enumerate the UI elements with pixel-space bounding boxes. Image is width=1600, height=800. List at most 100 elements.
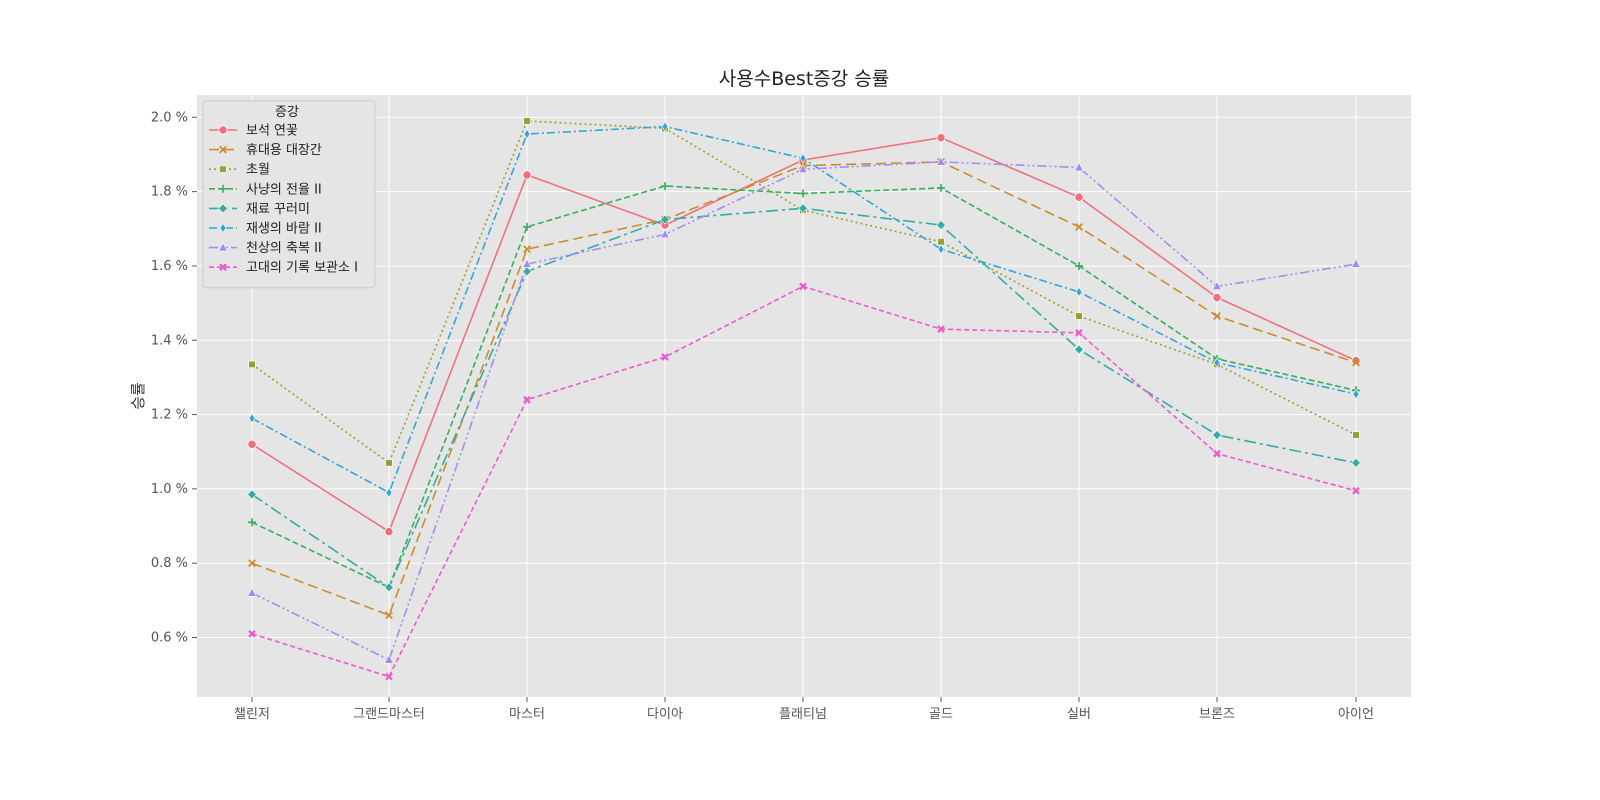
data-point <box>1352 358 1360 367</box>
data-point <box>660 214 670 225</box>
legend-item: 보석 연꽃 <box>209 124 298 139</box>
data-point <box>661 182 669 191</box>
legend-label: 초월 <box>246 163 270 178</box>
data-point <box>248 559 256 568</box>
data-point <box>523 395 531 404</box>
data-point <box>1212 292 1222 303</box>
series-5 <box>248 121 1360 498</box>
data-point <box>1074 344 1084 355</box>
legend-item: 휴대용 대장간 <box>209 143 322 158</box>
data-point <box>799 189 807 198</box>
data-point <box>799 282 807 291</box>
data-point <box>1213 449 1221 458</box>
series-4 <box>247 203 1361 593</box>
data-point <box>1351 258 1361 268</box>
data-point <box>523 222 531 231</box>
data-point <box>1075 312 1083 320</box>
data-point <box>1075 261 1083 270</box>
legend-marker <box>219 263 227 272</box>
data-point <box>248 518 256 527</box>
legend-marker <box>219 165 227 173</box>
data-point <box>937 183 945 192</box>
plot-background <box>197 95 1411 697</box>
data-point <box>1213 312 1221 321</box>
legend-label: 고대의 기록 보관소 I <box>246 261 358 276</box>
data-point <box>1352 431 1360 439</box>
data-point <box>661 121 669 132</box>
y-tick-label: 1.8 % <box>151 185 188 200</box>
data-point <box>1351 457 1361 468</box>
y-axis-label: 승률 <box>129 382 147 410</box>
series-6 <box>247 156 1361 664</box>
legend-marker <box>218 203 228 214</box>
y-tick-label: 1.4 % <box>151 333 188 348</box>
data-point <box>385 459 393 467</box>
x-tick-label: 골드 <box>929 707 953 722</box>
x-tick-label: 실버 <box>1067 707 1091 722</box>
data-point <box>384 582 394 593</box>
legend-item: 재생의 바람 II <box>209 222 322 237</box>
data-point <box>522 266 532 277</box>
data-point <box>248 413 256 424</box>
data-point <box>1075 286 1083 297</box>
legend-label: 재생의 바람 II <box>246 222 322 237</box>
y-tick-label: 1.6 % <box>151 259 188 274</box>
data-point <box>385 487 393 498</box>
legend-label: 보석 연꽃 <box>246 124 298 139</box>
data-point <box>523 117 531 125</box>
data-point <box>1075 222 1083 231</box>
x-tick-label: 아이언 <box>1338 707 1374 722</box>
data-point <box>1074 192 1084 202</box>
legend-marker <box>219 184 227 193</box>
legend-item: 천상의 축복 II <box>209 241 322 256</box>
data-point <box>247 587 257 597</box>
y-tick-label: 1.0 % <box>151 482 188 497</box>
data-point <box>384 654 394 664</box>
y-tick-label: 0.6 % <box>151 631 188 646</box>
legend-item: 재료 꾸러미 <box>209 202 310 217</box>
data-point <box>936 220 946 230</box>
legend-marker <box>219 145 227 154</box>
legend-box <box>202 100 376 289</box>
data-point <box>660 228 670 239</box>
data-point <box>798 203 808 214</box>
y-tick-label: 0.8 % <box>151 556 188 571</box>
data-point <box>1075 328 1083 337</box>
x-tick-label: 브론즈 <box>1199 707 1235 722</box>
data-point <box>1212 280 1222 291</box>
series-line <box>251 207 1357 589</box>
data-point <box>248 360 256 369</box>
x-axis: 챌린저 그랜드마스터 마스터 다이아 플래티넘 골드 실버 브론즈 아이언 <box>234 697 1374 722</box>
series-layer <box>247 117 1361 681</box>
legend-item: 사냥의 전율 II <box>209 182 322 197</box>
data-point <box>523 245 531 254</box>
data-point <box>1351 356 1361 366</box>
data-point <box>385 672 393 681</box>
data-point <box>247 439 257 449</box>
y-tick-label: 2.0 % <box>151 110 188 125</box>
x-tick-label: 플래티넘 <box>779 707 827 722</box>
data-point <box>1213 357 1221 368</box>
data-point <box>661 353 669 361</box>
data-point <box>385 611 393 620</box>
data-point <box>1212 430 1222 440</box>
data-point <box>936 156 946 166</box>
legend-label: 천상의 축복 II <box>246 241 322 256</box>
data-point <box>522 170 532 180</box>
data-point <box>248 629 256 638</box>
y-axis: 0.6 % 0.8 % 1.0 % 1.2 % 1.4 % 1.6 % 1.8 % 2.0 % <box>151 110 197 646</box>
data-point <box>384 527 394 537</box>
data-point <box>937 238 945 246</box>
legend-label: 재료 꾸러미 <box>246 202 310 217</box>
data-point <box>799 153 807 164</box>
data-point <box>523 128 531 140</box>
data-point <box>522 258 532 268</box>
data-point <box>1352 486 1360 495</box>
chart-title: 사용수Best증강 승률 <box>719 68 889 90</box>
legend-marker <box>218 242 228 252</box>
x-tick-label: 챌린저 <box>234 707 270 722</box>
data-point <box>936 133 946 143</box>
data-point <box>1352 389 1360 400</box>
